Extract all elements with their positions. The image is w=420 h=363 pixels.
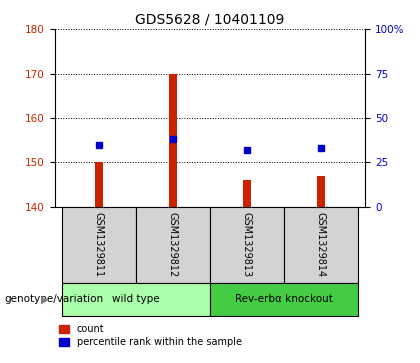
Bar	[284, 207, 358, 283]
Text: wild type: wild type	[112, 294, 160, 305]
Title: GDS5628 / 10401109: GDS5628 / 10401109	[135, 12, 285, 26]
Text: Rev-erbα knockout: Rev-erbα knockout	[235, 294, 333, 305]
Bar	[317, 176, 326, 207]
Bar	[62, 283, 210, 316]
Bar	[62, 207, 136, 283]
Text: ▶: ▶	[41, 294, 48, 305]
Text: GSM1329811: GSM1329811	[94, 212, 104, 278]
Legend: count, percentile rank within the sample: count, percentile rank within the sample	[60, 324, 242, 347]
Bar	[136, 207, 210, 283]
Text: GSM1329813: GSM1329813	[242, 212, 252, 278]
Bar	[168, 73, 177, 207]
Text: GSM1329814: GSM1329814	[316, 212, 326, 278]
Bar	[210, 283, 358, 316]
Text: GSM1329812: GSM1329812	[168, 212, 178, 278]
Bar	[210, 207, 284, 283]
Text: genotype/variation: genotype/variation	[4, 294, 103, 305]
Bar	[243, 180, 252, 207]
Bar	[94, 162, 103, 207]
